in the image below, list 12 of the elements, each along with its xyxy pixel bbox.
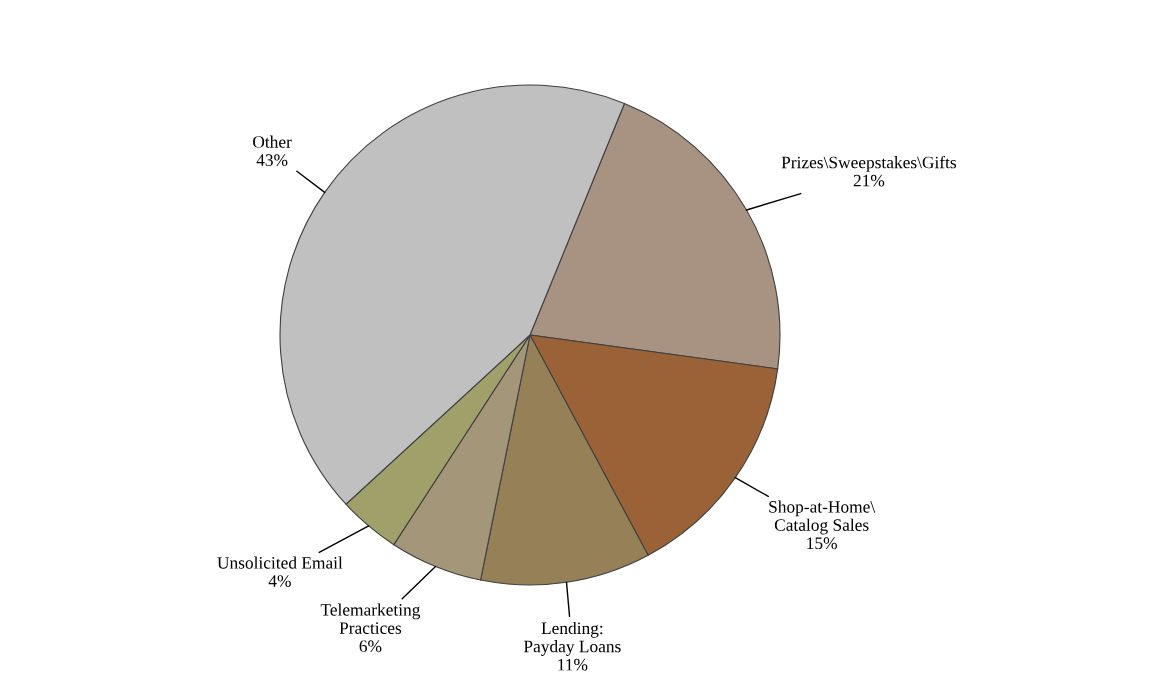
slice-label: Shop-at-Home\ Catalog Sales — [769, 500, 876, 535]
data-label: 21% — [853, 174, 885, 187]
data-label: 6% — [359, 640, 382, 653]
data-label: 43% — [256, 154, 288, 167]
slice-label: Telemarketing Practices — [320, 603, 421, 634]
slice-label: Prizes\Sweepstakes\Gifts — [781, 155, 957, 172]
data-label: 11% — [558, 658, 588, 671]
slice-label: Other — [253, 135, 292, 148]
slice-label: Lending: Payday Loans — [523, 621, 621, 656]
data-label: 15% — [807, 537, 837, 550]
data-label: 4% — [268, 575, 291, 587]
slice-label: Unsolicited Email — [217, 556, 343, 569]
